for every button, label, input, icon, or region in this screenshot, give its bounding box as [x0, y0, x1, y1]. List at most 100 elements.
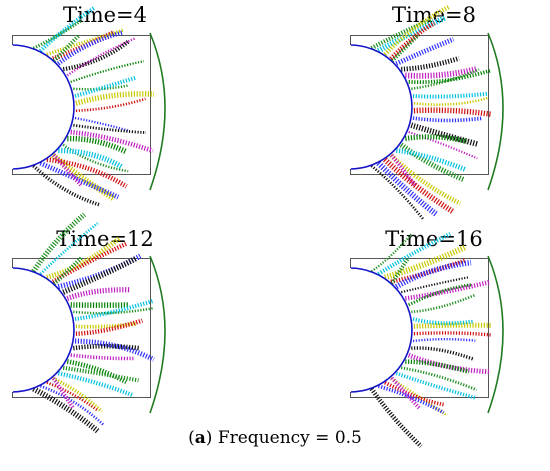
streak	[412, 91, 488, 99]
streak	[384, 244, 467, 281]
streak	[46, 381, 99, 412]
panel-title-time-16: Time=16	[385, 227, 483, 251]
streak	[388, 151, 417, 187]
streak	[74, 298, 155, 321]
panel-title-time-4: Time=4	[62, 3, 148, 27]
streak	[39, 160, 120, 200]
streak	[56, 30, 123, 66]
streak	[383, 5, 450, 56]
streak	[394, 259, 472, 290]
streak	[413, 96, 489, 106]
streak-group	[369, 232, 493, 448]
streak	[405, 66, 478, 79]
streak	[70, 60, 145, 83]
streak	[75, 321, 138, 329]
streak	[75, 318, 143, 336]
streak	[70, 353, 135, 361]
streak	[412, 337, 476, 343]
inner-circle	[349, 267, 413, 393]
streak	[66, 287, 130, 301]
streak	[384, 380, 445, 407]
streak	[388, 256, 410, 288]
streak	[408, 131, 478, 160]
streak	[32, 386, 101, 434]
streak	[73, 306, 154, 315]
streak	[32, 164, 101, 207]
panel-time-8	[349, 5, 504, 221]
streak	[377, 232, 452, 276]
streak	[46, 157, 128, 189]
streak	[75, 91, 155, 106]
streak	[401, 55, 460, 72]
streak	[73, 123, 147, 134]
streak	[399, 142, 466, 183]
streak	[62, 40, 130, 72]
outer-arc	[487, 32, 504, 191]
streak	[407, 352, 491, 375]
streak	[58, 147, 123, 170]
streak	[75, 97, 146, 112]
streak	[413, 331, 493, 337]
caption-text: Frequency = 0.5	[217, 428, 362, 448]
streak	[388, 33, 420, 65]
streak	[32, 19, 83, 50]
streak	[382, 157, 455, 215]
streak-group	[32, 6, 155, 207]
streak	[74, 75, 137, 98]
streak	[404, 134, 468, 145]
outer-arc	[487, 255, 504, 414]
streak	[390, 258, 466, 284]
streak	[52, 376, 103, 413]
streak-group	[31, 212, 155, 434]
panel-time-12	[11, 212, 166, 434]
streak	[400, 276, 469, 294]
streak	[395, 371, 476, 400]
streak	[400, 366, 478, 392]
streak	[370, 164, 425, 221]
streak	[411, 68, 480, 91]
streak	[72, 343, 141, 351]
figure-caption: (a) Frequency = 0.5	[188, 428, 362, 448]
streak	[413, 107, 493, 118]
streak	[74, 116, 130, 133]
streak	[389, 21, 436, 61]
caption-label: a	[194, 428, 206, 448]
panel-time-16	[349, 232, 504, 448]
streak	[413, 322, 493, 329]
streak	[408, 283, 472, 307]
streak	[411, 346, 475, 361]
streak	[408, 68, 492, 85]
streak	[389, 153, 461, 206]
streak	[62, 256, 137, 295]
streak	[50, 374, 75, 410]
streak	[38, 6, 96, 53]
streak	[31, 212, 87, 273]
streak-group	[370, 5, 493, 221]
streak	[50, 256, 83, 288]
streak	[412, 116, 484, 123]
streak	[62, 365, 139, 383]
streak	[395, 37, 455, 66]
streak	[39, 222, 99, 275]
panel-title-time-12: Time=12	[56, 227, 154, 251]
streak	[405, 359, 470, 375]
inner-circle	[349, 44, 413, 170]
inner-circle	[11, 267, 75, 393]
panel-time-4	[11, 6, 166, 207]
streak	[57, 371, 133, 398]
streak	[370, 233, 413, 273]
streak	[395, 147, 466, 172]
streak	[73, 84, 130, 91]
streak	[412, 317, 474, 326]
streak	[66, 359, 128, 385]
streak	[66, 36, 137, 77]
streak	[411, 293, 476, 314]
streak	[404, 279, 491, 301]
streak	[51, 153, 117, 202]
streak	[376, 160, 439, 217]
streak	[74, 338, 155, 362]
outer-arc	[149, 32, 166, 191]
streak	[62, 143, 129, 173]
streak	[50, 151, 83, 187]
streak	[370, 17, 434, 51]
